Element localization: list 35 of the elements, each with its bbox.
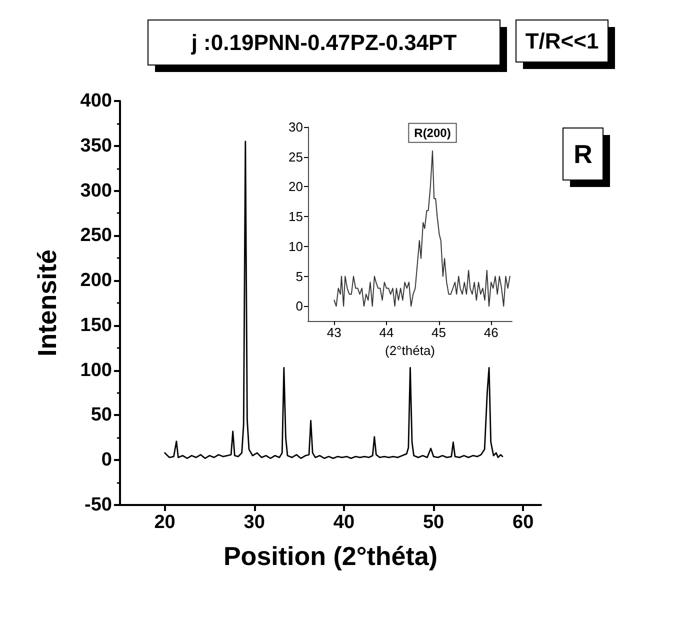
y-tick-label: 200 xyxy=(80,270,112,292)
y-tick-label: 10 xyxy=(288,238,303,254)
y-tick-label: 400 xyxy=(80,90,112,112)
x-tick-label: 30 xyxy=(244,512,265,533)
line-series xyxy=(164,140,504,460)
y-axis-title: Intensité xyxy=(32,250,62,356)
line-series xyxy=(334,150,510,307)
y-tick-label: 0 xyxy=(101,450,112,471)
y-tick-label: 150 xyxy=(80,314,112,336)
y-tick-label: 250 xyxy=(80,225,112,246)
y-tick-label: 30 xyxy=(288,120,303,134)
x-axis-title: Position (2°théta) xyxy=(223,541,438,571)
chart-title: j :0.19PNN-0.47PZ-0.34PT xyxy=(190,30,458,55)
y-tick-label: 350 xyxy=(80,135,112,156)
y-tick-label: 0 xyxy=(296,298,303,314)
x-tick-label: 20 xyxy=(154,512,176,533)
x-tick-label: 50 xyxy=(422,512,444,533)
x-tick-label: 43 xyxy=(326,325,342,340)
y-tick-label: 15 xyxy=(288,209,303,224)
x-tick-label: 40 xyxy=(333,512,355,533)
y-tick-label: 100 xyxy=(80,360,112,381)
text: T/R<<1 xyxy=(525,28,599,54)
y-tick-label: 20 xyxy=(288,179,303,194)
x-axis-title: (2°théta) xyxy=(384,343,436,358)
y-tick-label: 300 xyxy=(80,180,112,202)
y-tick-label: 25 xyxy=(288,149,303,164)
annotation: R(200) xyxy=(414,126,451,140)
x-tick-label: 46 xyxy=(484,325,498,340)
x-tick-label: 44 xyxy=(379,325,394,340)
x-tick-label: 45 xyxy=(432,325,446,340)
y-tick-label: -50 xyxy=(84,494,112,516)
y-tick-label: 50 xyxy=(90,404,112,426)
y-tick-label: 5 xyxy=(296,268,303,284)
text: R xyxy=(574,139,593,169)
x-tick-label: 60 xyxy=(512,512,534,533)
